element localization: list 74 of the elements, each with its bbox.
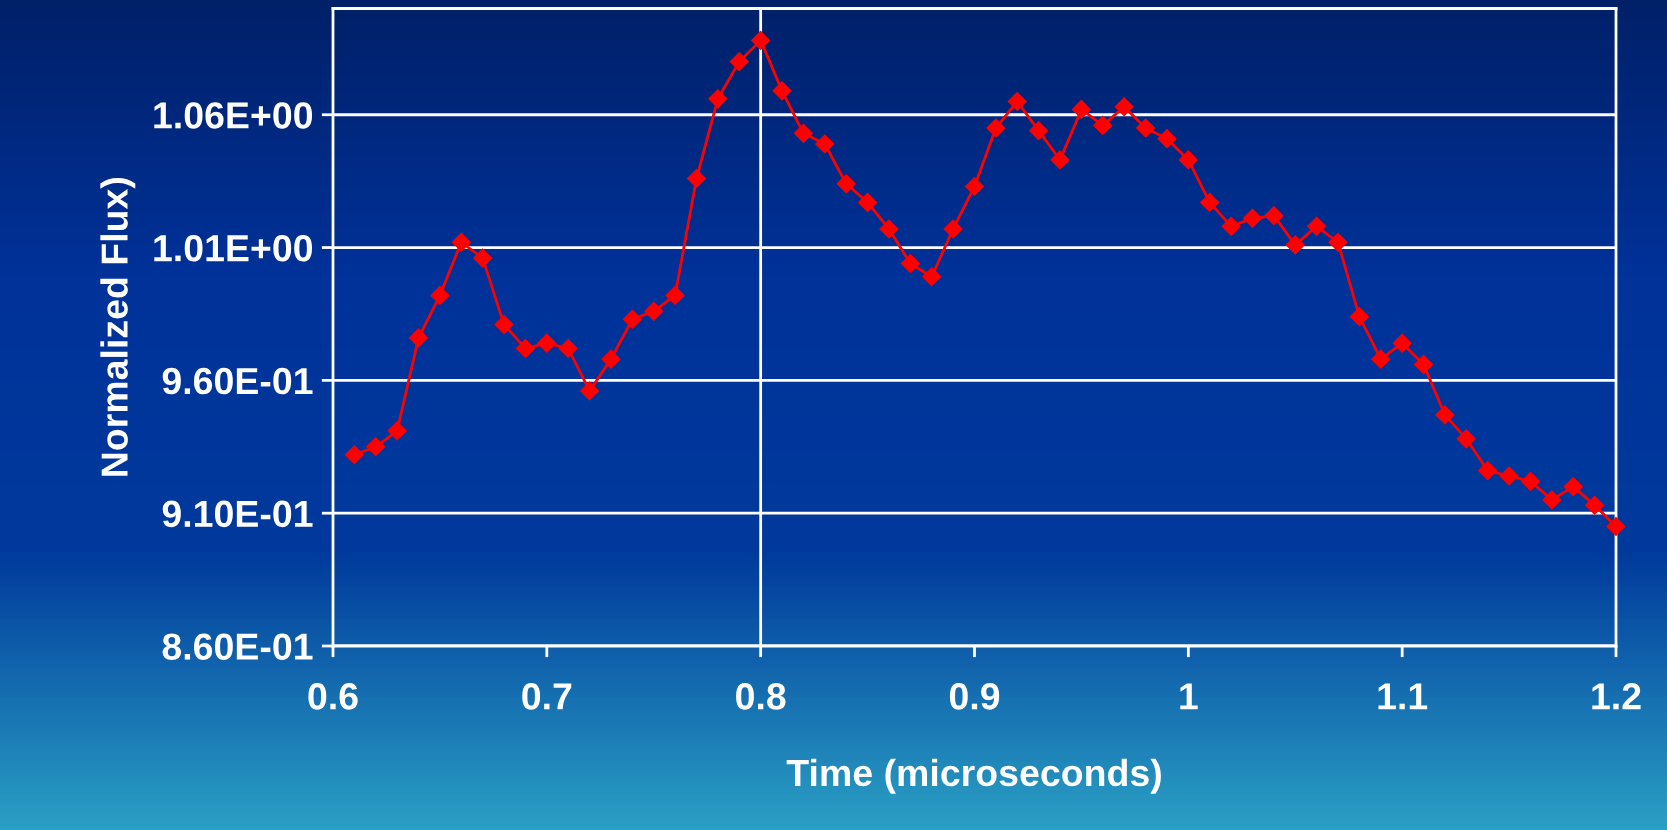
point <box>408 328 429 348</box>
x-tick-label: 1.2 <box>1592 683 1641 710</box>
x-tick-label: 0.6 <box>308 683 358 710</box>
point <box>729 52 749 72</box>
point <box>1071 99 1091 119</box>
point <box>366 437 386 457</box>
point <box>1414 354 1434 374</box>
point <box>1007 91 1027 112</box>
point <box>451 232 471 252</box>
point <box>515 338 535 359</box>
point <box>858 192 878 212</box>
point <box>387 421 407 441</box>
point <box>1542 490 1562 510</box>
point <box>601 349 621 369</box>
point <box>1563 477 1583 497</box>
point <box>622 309 642 329</box>
point <box>1456 429 1476 449</box>
point <box>943 219 963 239</box>
point <box>644 301 664 321</box>
x-tick-label: 1.1 <box>1378 683 1428 710</box>
point <box>1349 307 1369 327</box>
point <box>772 81 792 101</box>
point <box>1178 150 1198 170</box>
point <box>430 285 450 305</box>
point <box>1285 235 1305 255</box>
point <box>537 333 557 353</box>
point <box>708 89 728 109</box>
point <box>1242 208 1263 228</box>
point <box>665 285 685 305</box>
point <box>1029 121 1049 141</box>
point <box>344 445 364 465</box>
point <box>1606 516 1626 537</box>
x-tick-label: 0.9 <box>949 683 1000 710</box>
point <box>836 174 856 194</box>
y-tick-label: 8.60E-01 <box>162 633 313 660</box>
point <box>1328 232 1348 252</box>
point <box>1478 461 1498 481</box>
point <box>1307 216 1327 236</box>
point <box>686 168 707 189</box>
point <box>964 176 985 197</box>
point <box>1520 471 1541 491</box>
y-tick-label: 1.01E+00 <box>154 234 313 262</box>
point <box>879 219 899 239</box>
point <box>1093 115 1113 135</box>
point <box>793 123 813 143</box>
point <box>1114 97 1134 117</box>
y-axis-title: Normalized Flux) <box>100 178 136 476</box>
point <box>1585 495 1605 515</box>
point <box>986 118 1006 138</box>
point <box>558 338 578 359</box>
point <box>1264 206 1284 226</box>
point <box>751 30 771 50</box>
point <box>1392 333 1412 353</box>
point <box>1157 129 1177 149</box>
point <box>580 381 600 401</box>
point <box>473 248 493 268</box>
point <box>1221 216 1241 236</box>
point <box>900 253 920 274</box>
point <box>1050 150 1070 170</box>
x-tick-label: 1 <box>1180 683 1198 710</box>
x-tick-label: 0.8 <box>736 683 786 710</box>
x-axis-title: Time (microseconds) <box>786 758 1161 794</box>
point <box>494 315 514 335</box>
point <box>1200 192 1220 212</box>
point <box>1371 349 1391 369</box>
x-tick-label: 0.7 <box>522 683 572 710</box>
point <box>815 134 835 154</box>
point <box>1435 405 1455 425</box>
y-tick-label: 1.06E+00 <box>154 102 313 129</box>
y-tick-label: 9.10E-01 <box>162 500 313 528</box>
y-tick-label: 9.60E-01 <box>162 367 313 395</box>
point <box>1136 118 1156 138</box>
point <box>922 267 942 287</box>
point <box>1499 466 1519 486</box>
